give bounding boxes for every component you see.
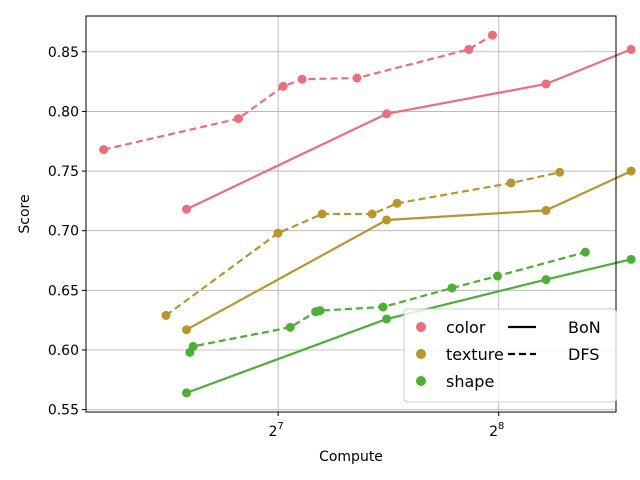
data-point-texture <box>317 209 327 219</box>
series-line-shape-dfs <box>188 251 586 353</box>
x-tick-label: 28 <box>489 421 504 440</box>
data-point-color <box>382 109 392 119</box>
data-point-color <box>352 73 362 83</box>
y-tick-label: 0.55 <box>48 403 79 419</box>
legend-label-bon: BoN <box>568 318 601 337</box>
plot-frame <box>85 15 617 413</box>
legend-label-shape: shape <box>446 372 494 391</box>
legend: color texture shape BoN DFS <box>403 308 617 403</box>
data-point-texture <box>541 205 551 215</box>
data-point-texture <box>506 178 516 188</box>
series-line-shape-bon <box>186 258 632 394</box>
legend-label-dfs: DFS <box>568 345 599 364</box>
data-point-color <box>233 114 243 124</box>
y-tick-label: 0.80 <box>48 104 79 120</box>
series-layer <box>99 30 636 398</box>
x-tick-base: 2 <box>489 424 498 440</box>
data-point-shape <box>382 314 392 324</box>
data-point-texture <box>392 198 402 208</box>
data-point-texture <box>161 310 171 320</box>
y-tick-label: 0.75 <box>48 164 79 180</box>
x-tick-exponent: 7 <box>277 421 283 432</box>
data-point-texture <box>555 167 565 177</box>
legend-box <box>403 308 617 403</box>
data-point-shape <box>580 247 590 257</box>
data-point-color <box>487 30 497 40</box>
y-axis-label: Score <box>17 194 33 233</box>
y-tick-label: 0.60 <box>48 343 79 359</box>
y-tick-label: 0.65 <box>48 283 79 299</box>
data-point-texture <box>367 209 377 219</box>
legend-marker-color <box>416 322 426 332</box>
data-point-shape <box>182 388 192 398</box>
data-point-shape <box>315 306 325 316</box>
data-point-shape <box>541 275 551 285</box>
x-tick-base: 2 <box>268 424 277 440</box>
series-line-color-bon <box>186 48 632 211</box>
x-tick-exponent: 8 <box>498 421 504 432</box>
data-point-shape <box>378 302 388 312</box>
legend-marker-shape <box>416 376 426 386</box>
data-point-texture <box>182 325 192 335</box>
x-tick-label: 27 <box>268 421 283 440</box>
data-point-color <box>297 74 307 84</box>
data-point-texture <box>626 166 636 176</box>
data-point-shape <box>188 341 198 351</box>
data-point-color <box>541 79 551 89</box>
data-point-shape <box>626 254 636 264</box>
data-point-color <box>626 44 636 54</box>
legend-label-color: color <box>446 318 486 337</box>
data-point-shape <box>285 322 295 332</box>
data-point-texture <box>273 228 283 238</box>
legend-label-texture: texture <box>446 345 504 364</box>
data-point-color <box>278 81 288 91</box>
data-point-color <box>182 204 192 214</box>
data-point-texture <box>382 215 392 225</box>
y-tick-label: 0.85 <box>48 45 79 61</box>
data-point-color <box>464 44 474 54</box>
data-point-color <box>99 145 109 155</box>
series-line-texture-bon <box>185 170 632 331</box>
legend-marker-texture <box>416 349 426 359</box>
data-point-shape <box>447 283 457 293</box>
data-point-shape <box>493 271 503 281</box>
x-axis-label: Compute <box>319 449 383 465</box>
y-tick-label: 0.70 <box>48 224 79 240</box>
